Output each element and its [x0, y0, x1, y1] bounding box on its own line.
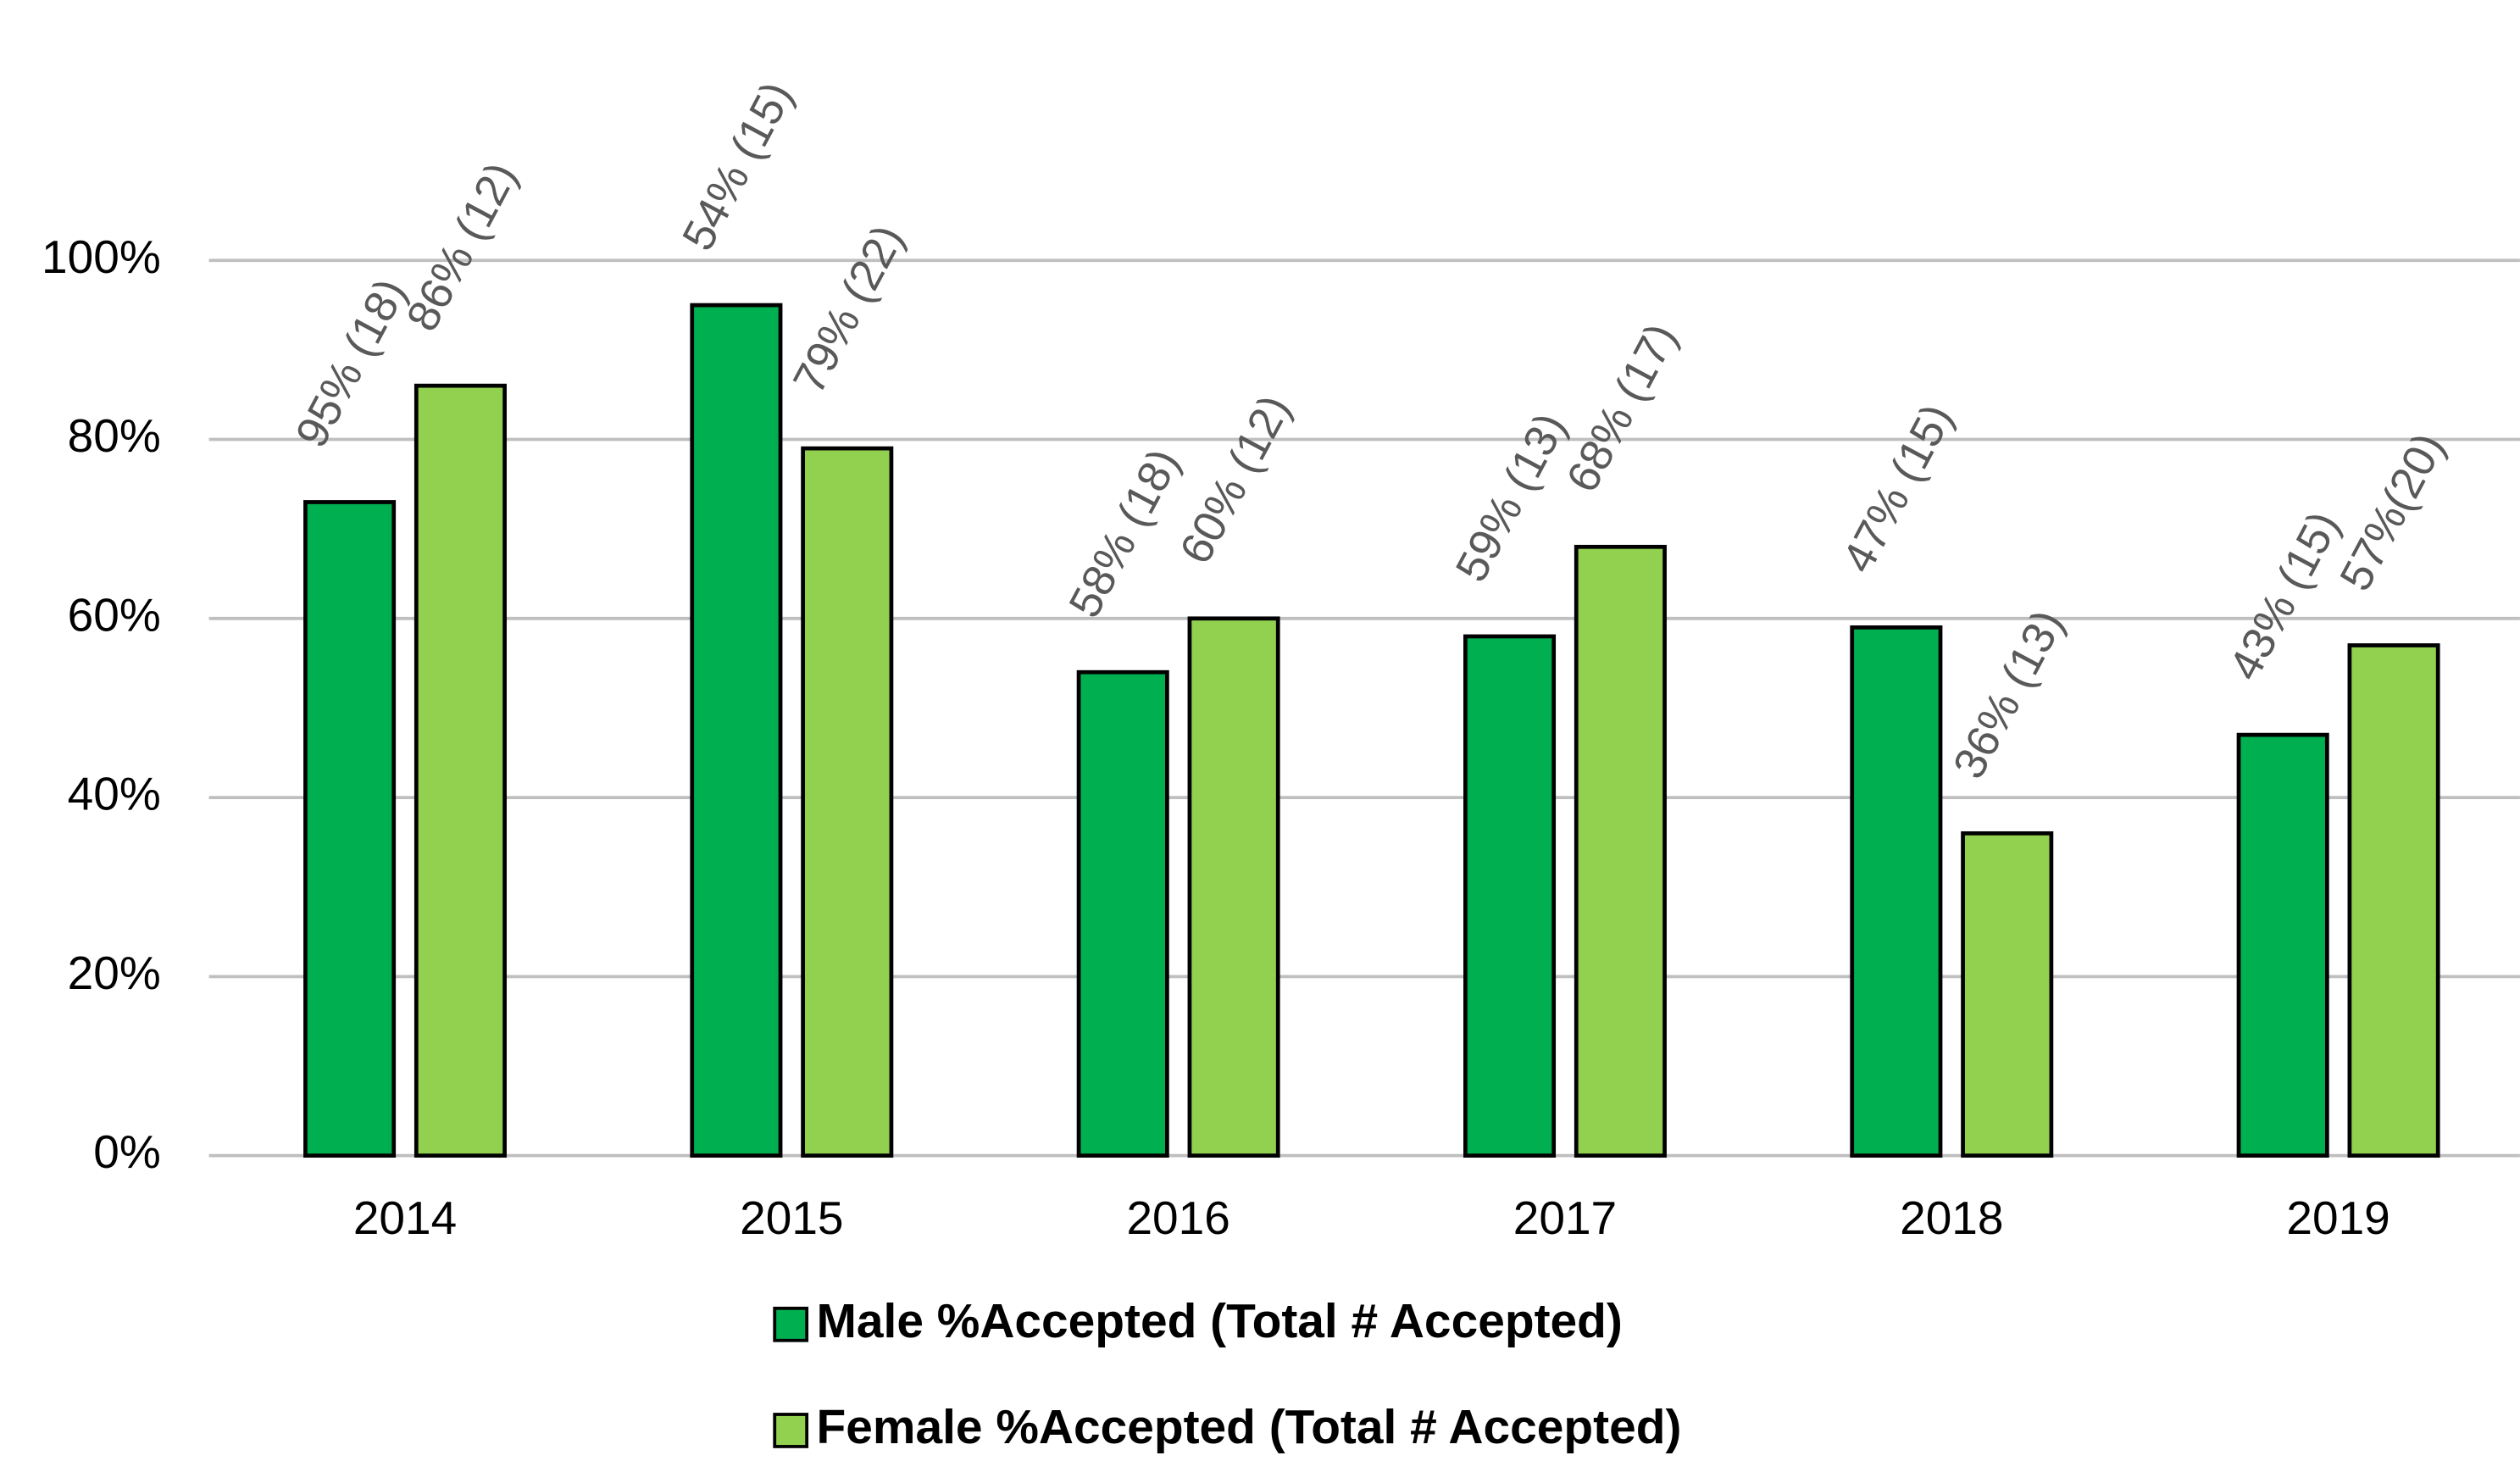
bar [1850, 625, 1943, 1158]
bar [1961, 830, 2054, 1158]
data-label: 47% (15) [1833, 396, 1962, 581]
data-label: 60% (12) [1170, 387, 1300, 572]
x-tick-label: 2017 [1513, 1192, 1617, 1244]
data-label: 95% (18) [286, 270, 416, 455]
y-tick-label: 100% [42, 231, 161, 283]
legend-label: Female %Accepted (Total # Accepted) [817, 1400, 1682, 1454]
y-tick-label: 60% [68, 588, 161, 641]
bar [303, 500, 397, 1158]
y-tick-label: 0% [93, 1125, 161, 1178]
data-label: 36% (13) [1944, 602, 2073, 786]
x-tick-label: 2019 [2286, 1192, 2390, 1244]
bar [2236, 732, 2329, 1158]
data-label: 54% (15) [673, 74, 802, 258]
x-tick-label: 2015 [740, 1192, 843, 1244]
data-label: 68% (17) [1557, 315, 1687, 500]
bar [690, 303, 783, 1158]
data-label: 58% (18) [1060, 441, 1190, 625]
y-tick-label: 80% [68, 409, 161, 462]
y-tick-label: 20% [68, 947, 161, 999]
legend-swatch [773, 1413, 809, 1448]
x-tick-label: 2014 [353, 1192, 457, 1244]
x-tick-label: 2016 [1126, 1192, 1229, 1244]
bar [1187, 616, 1280, 1158]
x-tick-label: 2018 [1900, 1192, 2003, 1244]
data-label: 43% (15) [2219, 503, 2349, 688]
legend-label: Male %Accepted (Total # Accepted) [817, 1294, 1623, 1348]
data-label: 57%(20) [2330, 425, 2454, 599]
bar [1463, 634, 1557, 1158]
bar [1076, 669, 1169, 1158]
data-label: 59% (13) [1446, 405, 1576, 590]
bar [2347, 643, 2440, 1158]
data-label: 79% (22) [784, 217, 913, 402]
legend-swatch [773, 1306, 809, 1342]
y-tick-label: 40% [68, 768, 161, 820]
bar [801, 446, 894, 1158]
bar [1574, 544, 1667, 1158]
data-label: 86% (12) [397, 154, 527, 339]
bar [414, 383, 507, 1158]
